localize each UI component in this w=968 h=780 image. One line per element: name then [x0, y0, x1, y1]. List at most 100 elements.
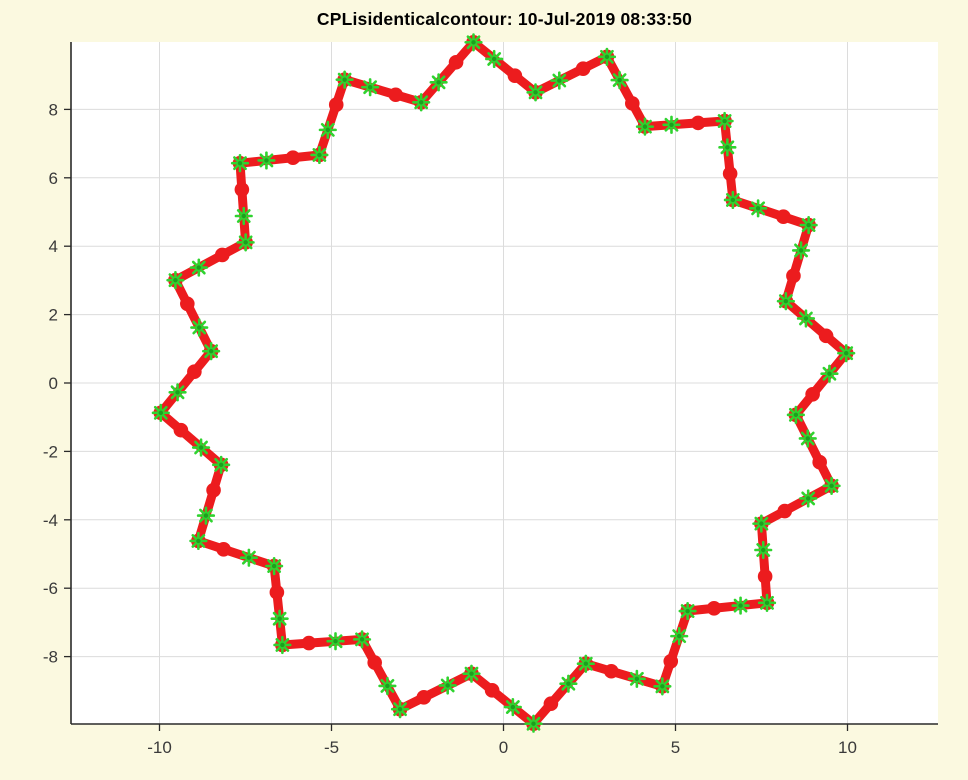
- y-tick-label: 4: [49, 237, 58, 256]
- green-asterisk-marker: [310, 145, 329, 165]
- tick-labels: -10 -5 0 5 10 -8 -6 -4 -2 0 2 4 6 8: [43, 100, 857, 757]
- y-tick-label: -2: [43, 442, 58, 461]
- x-tick-label: -5: [324, 738, 339, 757]
- green-asterisk-marker: [257, 151, 276, 170]
- green-asterisk-marker: [265, 556, 284, 576]
- red-dot-marker: [484, 683, 500, 698]
- red-dot-marker: [187, 364, 202, 379]
- green-asterisk-marker: [559, 674, 578, 693]
- red-dot-marker: [180, 296, 195, 312]
- red-dot-marker: [214, 247, 230, 263]
- red-dot-marker: [206, 482, 221, 498]
- red-dot-marker: [706, 601, 722, 616]
- green-asterisk-marker: [678, 601, 697, 621]
- green-asterisk-marker: [820, 364, 839, 383]
- green-asterisk-marker: [597, 47, 617, 66]
- red-dot-marker: [722, 166, 738, 181]
- red-dot-marker: [367, 655, 383, 670]
- green-asterisk-marker: [485, 49, 504, 69]
- green-asterisk-marker: [234, 206, 253, 226]
- red-dot-marker: [818, 328, 834, 344]
- green-asterisk-marker: [236, 233, 255, 252]
- red-dot-marker: [604, 663, 619, 679]
- axis-spines: [70, 42, 938, 725]
- red-dot-marker: [805, 387, 820, 402]
- y-tick-label: 2: [49, 306, 58, 325]
- y-tick-label: 6: [49, 169, 58, 188]
- green-asterisk-marker: [318, 120, 337, 139]
- green-asterisk-marker: [610, 70, 629, 90]
- red-dot-marker: [543, 696, 559, 712]
- green-asterisk-marker: [335, 70, 354, 89]
- red-dot-marker: [173, 422, 189, 438]
- green-asterisk-marker: [464, 33, 483, 52]
- red-dot-marker: [388, 87, 403, 103]
- green-asterisk-marker: [212, 455, 231, 474]
- green-asterisk-marker: [352, 630, 372, 649]
- green-asterisk-marker: [752, 514, 771, 533]
- red-dot-marker: [777, 503, 793, 519]
- green-asterisk-markers: [151, 33, 856, 733]
- red-dot-marker: [216, 541, 231, 557]
- red-dot-marker: [757, 569, 773, 584]
- red-dot-marker: [285, 150, 301, 165]
- green-asterisk-marker: [191, 438, 211, 457]
- green-asterisk-marker: [653, 677, 672, 696]
- green-asterisk-marker: [776, 292, 795, 311]
- red-dot-marker: [328, 97, 344, 113]
- green-asterisk-marker: [190, 318, 209, 337]
- green-asterisk-marker: [635, 117, 655, 136]
- green-asterisk-marker: [749, 199, 768, 218]
- red-dot-marker: [234, 182, 250, 197]
- red-dot-marker: [776, 209, 791, 225]
- green-asterisk-marker: [378, 676, 397, 696]
- y-tick-label: -4: [43, 511, 58, 530]
- green-asterisk-marker: [670, 627, 689, 646]
- red-dot-marker: [269, 585, 285, 600]
- green-asterisk-marker: [429, 73, 448, 92]
- green-asterisk-marker: [189, 531, 208, 551]
- green-asterisk-marker: [526, 83, 545, 102]
- green-asterisk-marker: [799, 489, 818, 508]
- x-tick-label: -10: [147, 738, 172, 757]
- x-tick-label: 0: [499, 738, 508, 757]
- tick-marks: [64, 108, 849, 731]
- green-asterisk-marker: [576, 654, 595, 673]
- green-asterisk-marker: [189, 258, 208, 277]
- green-asterisk-marker: [731, 596, 750, 615]
- red-dot-marker: [690, 115, 706, 131]
- green-asterisk-marker: [503, 697, 522, 717]
- red-dot-marker: [507, 68, 523, 83]
- green-asterisk-marker: [202, 342, 221, 361]
- grid: [71, 42, 938, 724]
- green-asterisk-marker: [791, 241, 811, 260]
- green-asterisk-marker: [239, 548, 258, 567]
- x-tick-label: 5: [671, 738, 680, 757]
- green-asterisk-marker: [166, 271, 185, 290]
- red-dot-marker: [448, 54, 464, 70]
- red-dot-marker: [575, 61, 591, 76]
- green-asterisk-marker: [799, 215, 818, 235]
- plot-title: CPLisidenticalcontour: 10-Jul-2019 08:33…: [316, 9, 693, 29]
- green-asterisk-marker: [550, 71, 569, 90]
- green-asterisk-marker: [786, 405, 805, 424]
- red-dot-marker: [624, 96, 640, 111]
- green-asterisk-marker: [718, 138, 737, 157]
- green-asterisk-marker: [822, 476, 841, 495]
- green-asterisk-marker: [627, 669, 646, 688]
- y-tick-label: 0: [49, 374, 58, 393]
- red-dot-marker: [786, 268, 801, 284]
- green-asterisk-marker: [524, 714, 543, 733]
- green-asterisk-marker: [715, 111, 734, 131]
- green-asterisk-marker: [168, 383, 187, 402]
- red-dot-marker: [663, 653, 679, 669]
- green-asterisk-marker: [326, 632, 345, 651]
- green-asterisk-marker: [837, 344, 856, 363]
- red-dot-marker: [301, 635, 317, 651]
- red-dot-marker: [812, 454, 827, 470]
- green-asterisk-marker: [662, 115, 681, 134]
- green-asterisk-marker: [270, 609, 289, 628]
- green-asterisk-marker: [462, 664, 481, 683]
